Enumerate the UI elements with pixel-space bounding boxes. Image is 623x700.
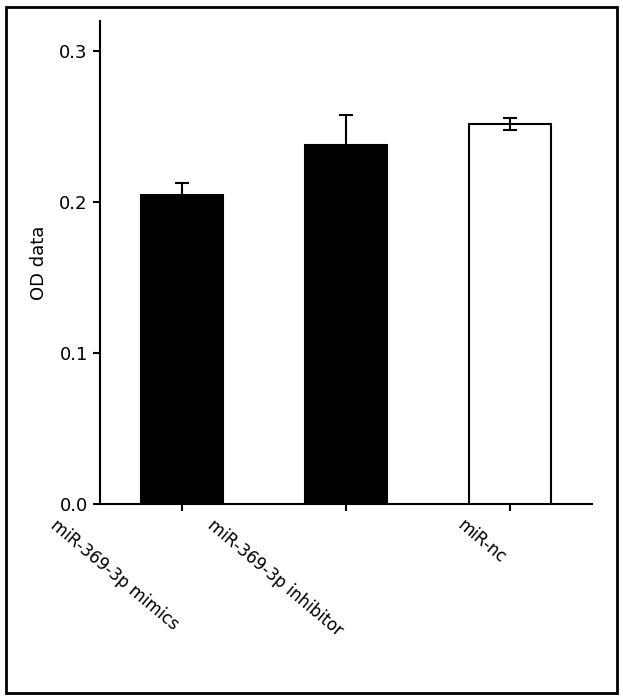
- Y-axis label: OD data: OD data: [31, 225, 48, 300]
- Bar: [305, 145, 387, 504]
- Bar: [141, 195, 223, 504]
- Bar: [468, 124, 551, 504]
